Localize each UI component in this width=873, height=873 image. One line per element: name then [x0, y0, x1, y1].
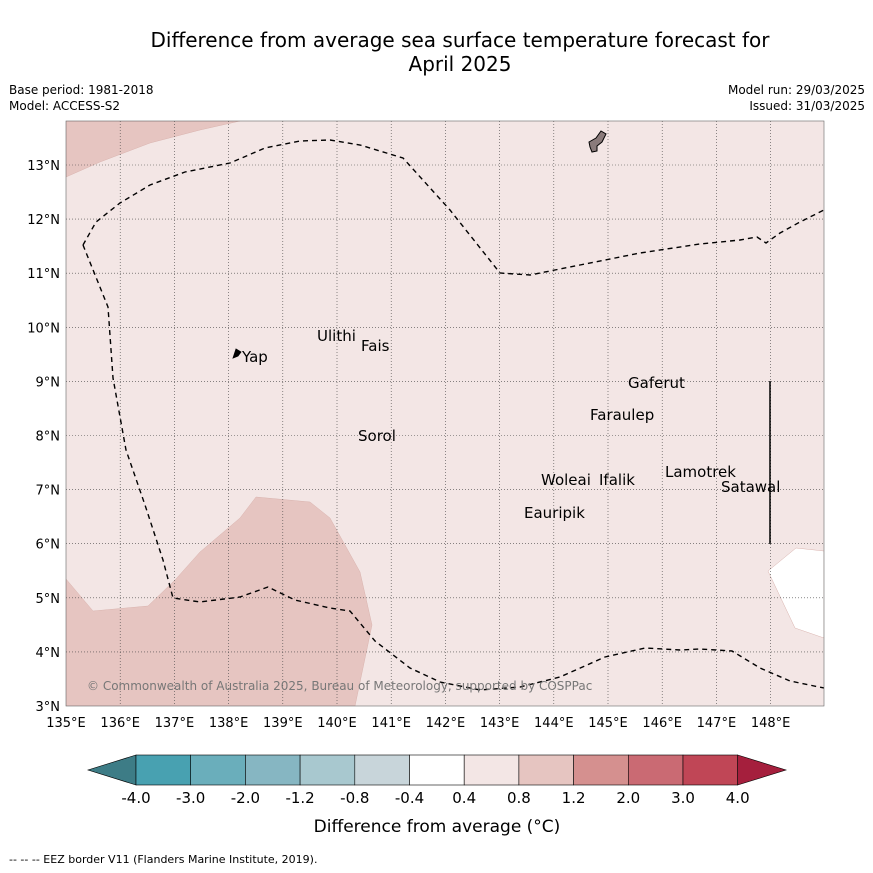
colorbar-tick-label: 1.2: [562, 789, 586, 807]
longitude-label: 145°E: [588, 716, 628, 731]
colorbar-box: [354, 754, 410, 786]
colorbar-tick-label: -1.2: [285, 789, 314, 807]
colorbar-min-extension: [86, 754, 137, 786]
eez-border-west: [82, 244, 824, 691]
latitude-label: 7°N: [36, 484, 61, 499]
colorbar-labels: -4.0 -3.0 -2.0 -1.2 -0.8 -0.4 0.4 0.8 1.2 2.0 3.0 4…: [121, 789, 749, 807]
map-panel: Yap Ulithi Fais Sorol Gaferut Faraulep W…: [27, 120, 825, 731]
island-label-satawal: Satawal: [721, 478, 780, 496]
island-label-ulithi: Ulithi: [317, 327, 356, 345]
island-labels: Yap Ulithi Fais Sorol Gaferut Faraulep W…: [241, 327, 780, 522]
colorbar-box: [245, 754, 301, 786]
colorbar-box: [627, 754, 684, 786]
title-line-2: April 2025: [408, 52, 512, 76]
longitude-label: 146°E: [642, 716, 682, 731]
chart-title: Difference from average sea surface temp…: [100, 28, 820, 76]
latitude-label: 3°N: [36, 700, 61, 715]
colorbar-box: [135, 754, 192, 786]
longitude-label: 143°E: [480, 716, 520, 731]
model-run: Model run: 29/03/2025: [727, 83, 865, 97]
colorbar-tick-label: 2.0: [616, 789, 640, 807]
colorbar: -4.0 -3.0 -2.0 -1.2 -0.8 -0.4 0.4 0.8 1.2 2.0 3.0 4…: [86, 754, 788, 837]
latitude-label: 8°N: [36, 430, 61, 445]
longitude-tick-labels: 135°E 136°E 137°E 138°E 139°E 140°E 141°E 142°E…: [46, 716, 790, 731]
latitude-label: 13°N: [27, 159, 60, 174]
latitude-label: 4°N: [36, 646, 61, 661]
colorbar-tick-label: 4.0: [726, 789, 750, 807]
island-label-sorol: Sorol: [358, 427, 396, 445]
latitude-label: 12°N: [27, 213, 60, 228]
latitude-label: 11°N: [27, 267, 60, 282]
latitude-label: 9°N: [36, 375, 61, 390]
eez-border-north: [82, 139, 824, 276]
guam-shape: [588, 130, 607, 153]
base-period: Base period: 1981-2018: [9, 83, 154, 97]
colorbar-max-extension: [737, 754, 788, 786]
colorbar-tick-label: -2.0: [231, 789, 260, 807]
colorbar-box: [463, 754, 520, 786]
island-label-ifalik: Ifalik: [599, 471, 635, 489]
yap-shape: [232, 348, 242, 359]
colorbar-box: [409, 754, 465, 786]
metadata-right: Model run: 29/03/2025 Issued: 31/03/2025: [728, 82, 865, 114]
island-label-yap: Yap: [241, 348, 268, 366]
longitude-label: 135°E: [46, 716, 86, 731]
latitude-label: 6°N: [36, 538, 61, 553]
colorbar-tick-label: 0.8: [507, 789, 531, 807]
colorbar-tick-label: -4.0: [121, 789, 150, 807]
longitude-label: 141°E: [371, 716, 411, 731]
title-line-1: Difference from average sea surface temp…: [150, 28, 770, 52]
latitude-label: 10°N: [27, 321, 60, 336]
longitude-label: 136°E: [100, 716, 140, 731]
latitude-tick-labels: 3°N 4°N 5°N 6°N 7°N 8°N 9°N 10°N 11°N 12°N 13°N: [27, 159, 60, 715]
longitude-label: 139°E: [263, 716, 303, 731]
colorbar-tick-label: -0.8: [340, 789, 369, 807]
longitude-label: 140°E: [317, 716, 357, 731]
eez-footnote: -- -- -- EEZ border V11 (Flanders Marine…: [9, 853, 318, 866]
no-data-region: [767, 547, 824, 639]
island-label-woleai: Woleai: [541, 471, 591, 489]
longitude-label: 142°E: [426, 716, 466, 731]
warm-anomaly-northwest: [66, 121, 241, 178]
island-label-lamotrek: Lamotrek: [665, 463, 736, 481]
issued-date: Issued: 31/03/2025: [749, 99, 865, 113]
colorbar-box: [573, 754, 629, 786]
island-label-fais: Fais: [361, 337, 390, 355]
model-name: Model: ACCESS-S2: [9, 99, 121, 113]
colorbar-tick-label: 3.0: [671, 789, 695, 807]
map-frame: [65, 120, 825, 707]
graticule: [66, 121, 824, 706]
copyright-notice: © Commonwealth of Australia 2025, Bureau…: [87, 679, 592, 693]
colorbar-boxes: [86, 754, 788, 786]
island-label-eauripik: Eauripik: [524, 504, 585, 522]
colorbar-title: Difference from average (°C): [314, 817, 561, 837]
colorbar-tick-label: -3.0: [176, 789, 205, 807]
longitude-label: 138°E: [209, 716, 249, 731]
longitude-label: 148°E: [751, 716, 791, 731]
colorbar-tick-label: -0.4: [395, 789, 424, 807]
colorbar-tick-label: 0.4: [452, 789, 476, 807]
longitude-label: 147°E: [697, 716, 737, 731]
colorbar-box: [682, 754, 739, 786]
longitude-label: 144°E: [534, 716, 574, 731]
colorbar-box: [190, 754, 246, 786]
metadata-left: Base period: 1981-2018 Model: ACCESS-S2: [9, 82, 154, 114]
longitude-label: 137°E: [155, 716, 195, 731]
island-label-faraulep: Faraulep: [590, 406, 654, 424]
latitude-label: 5°N: [36, 592, 61, 607]
island-label-gaferut: Gaferut: [628, 374, 685, 392]
colorbar-box: [299, 754, 356, 786]
colorbar-box: [518, 754, 574, 786]
